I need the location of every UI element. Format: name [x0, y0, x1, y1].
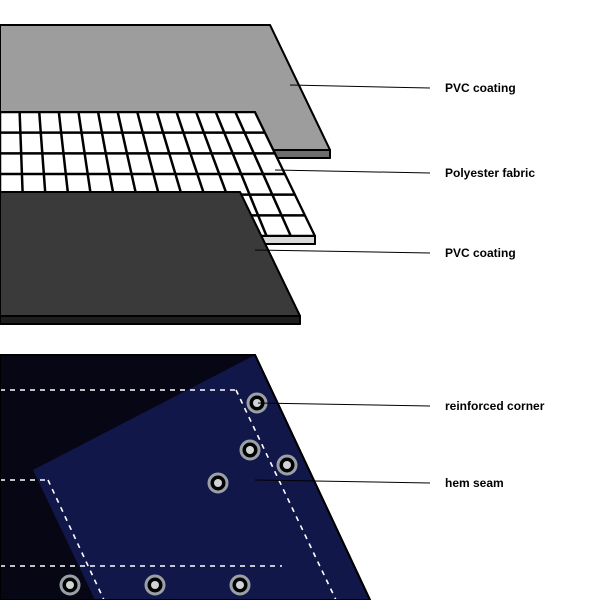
label-layer-top: PVC coating	[445, 81, 516, 95]
label-layer-bot: PVC coating	[445, 246, 516, 260]
diagram-root: PVC coating Polyester fabric PVC coating…	[0, 0, 600, 600]
base-tarp	[0, 355, 370, 600]
label-reinforced-corner: reinforced corner	[445, 399, 545, 413]
label-hem-seam: hem seam	[445, 476, 504, 490]
label-layer-mid: Polyester fabric	[445, 166, 535, 180]
